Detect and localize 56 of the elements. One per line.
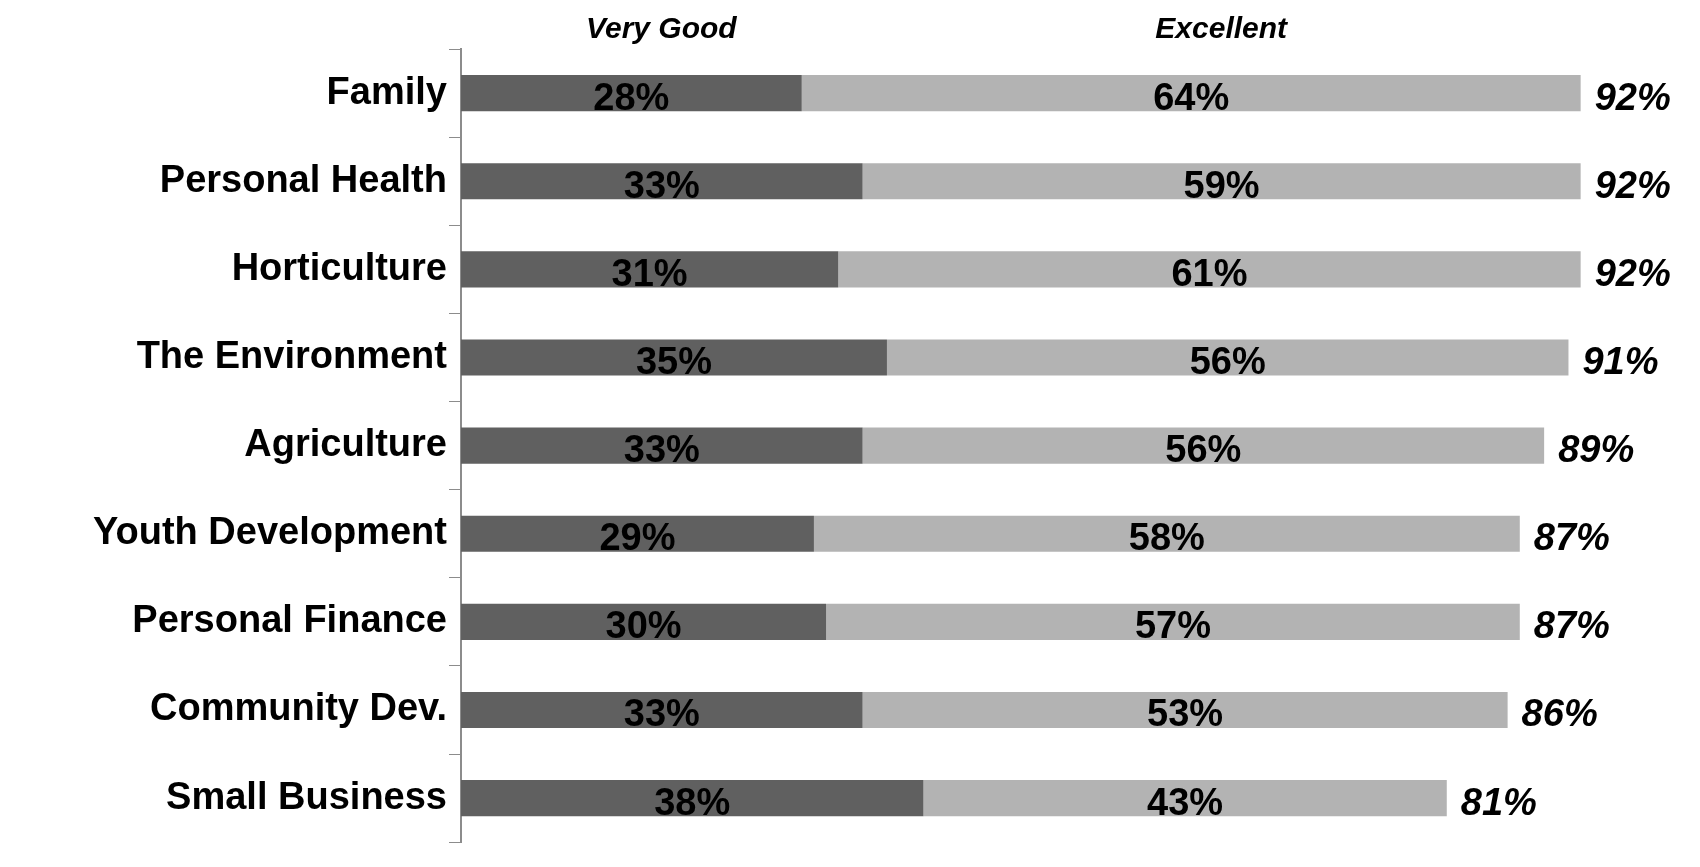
data-label: 56% <box>1189 339 1266 382</box>
series-label: Very Good <box>586 11 738 45</box>
y-tick-label: Horticulture <box>231 245 447 288</box>
bar <box>923 780 1447 817</box>
data-label: 35% <box>635 339 713 382</box>
data-label: 30% <box>605 604 682 647</box>
total-label: 87% <box>1533 516 1610 559</box>
data-label: 53% <box>1147 692 1224 735</box>
bar <box>886 339 1569 376</box>
data-label: 57% <box>1134 604 1211 647</box>
bar <box>461 163 863 200</box>
data-label: 43% <box>1147 780 1224 823</box>
data-label: 59% <box>1183 163 1260 206</box>
total-label: 86% <box>1521 692 1598 735</box>
y-tick-label: Community Dev. <box>149 686 447 729</box>
data-label: 29% <box>599 516 676 559</box>
y-tick-label: Agriculture <box>244 422 447 465</box>
y-tick-label: Personal Finance <box>132 598 447 641</box>
total-label: 92% <box>1594 75 1671 118</box>
bar <box>801 75 1581 112</box>
data-label: 33% <box>623 163 700 206</box>
bar <box>862 163 1581 200</box>
y-tick-label: Personal Health <box>159 157 447 200</box>
bar <box>461 691 863 729</box>
bar <box>461 75 802 112</box>
data-label: 38% <box>654 780 731 823</box>
total-label: 92% <box>1594 163 1671 206</box>
total-label: 81% <box>1460 780 1537 823</box>
bar <box>461 515 814 552</box>
data-label: 61% <box>1171 251 1248 294</box>
bar <box>838 251 1581 288</box>
total-label: 89% <box>1558 428 1635 471</box>
y-tick-label: Family <box>326 69 447 112</box>
bar <box>826 603 1520 640</box>
bar <box>461 427 863 464</box>
bar <box>461 780 924 817</box>
data-label: 58% <box>1128 516 1205 559</box>
total-label: 91% <box>1582 339 1659 382</box>
data-label: 33% <box>623 428 700 471</box>
y-tick-label: The Environment <box>136 333 448 376</box>
data-label: 56% <box>1165 428 1242 471</box>
bar <box>461 339 887 376</box>
total-label: 87% <box>1533 604 1610 647</box>
bar <box>461 251 839 288</box>
series-label: Excellent <box>1155 11 1290 45</box>
y-tick-label: Youth Development <box>93 510 448 553</box>
y-tick-label: Small Business <box>166 774 447 817</box>
data-label: 28% <box>593 75 670 118</box>
bar <box>813 515 1520 552</box>
bar <box>862 427 1545 464</box>
total-label: 92% <box>1594 251 1671 294</box>
bar <box>461 603 827 640</box>
data-label: 33% <box>623 692 700 735</box>
bar <box>862 691 1508 729</box>
data-label: 64% <box>1153 75 1230 118</box>
data-label: 31% <box>611 251 688 294</box>
